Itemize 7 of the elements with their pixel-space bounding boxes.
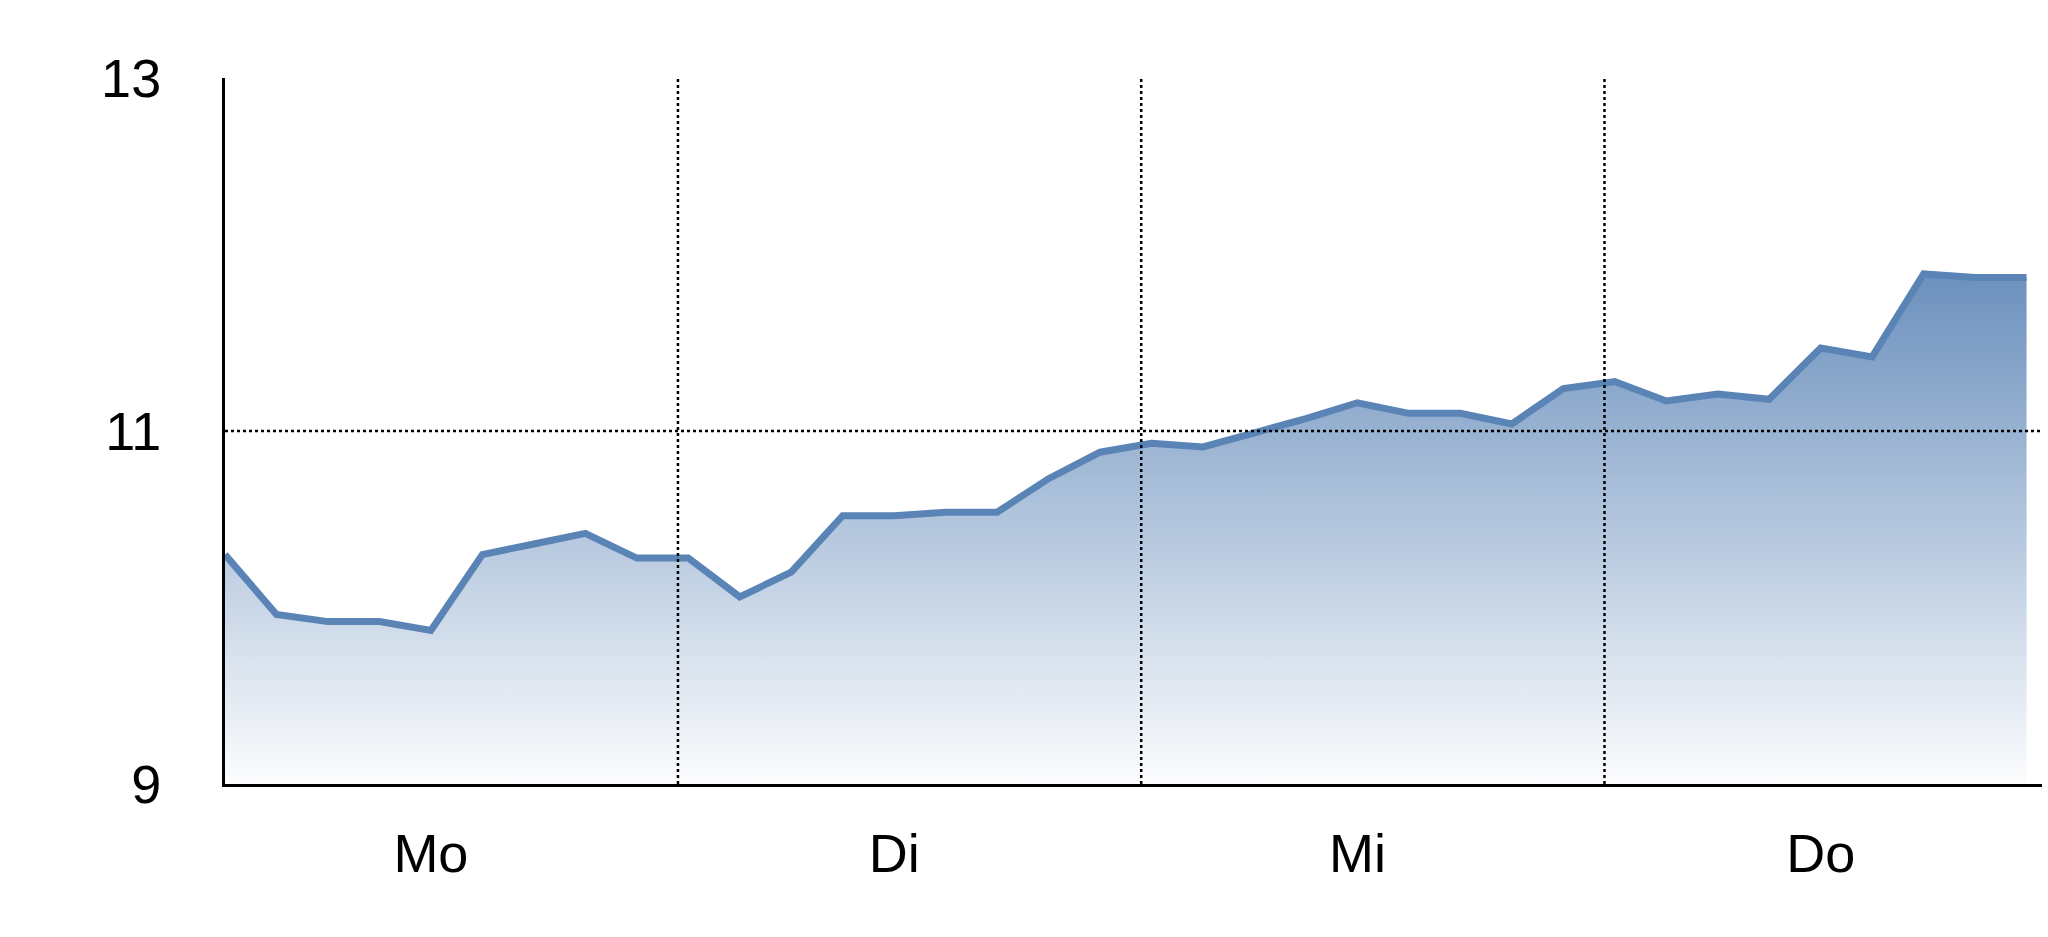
y-tick-label: 11	[105, 400, 162, 461]
y-tick-label: 13	[101, 47, 162, 108]
x-tick-label: Mi	[1328, 822, 1386, 883]
x-tick-label: Do	[1786, 822, 1856, 883]
x-tick-label: Mo	[393, 822, 469, 883]
x-tick-label: Di	[868, 822, 920, 883]
y-tick-label: 9	[131, 753, 162, 814]
